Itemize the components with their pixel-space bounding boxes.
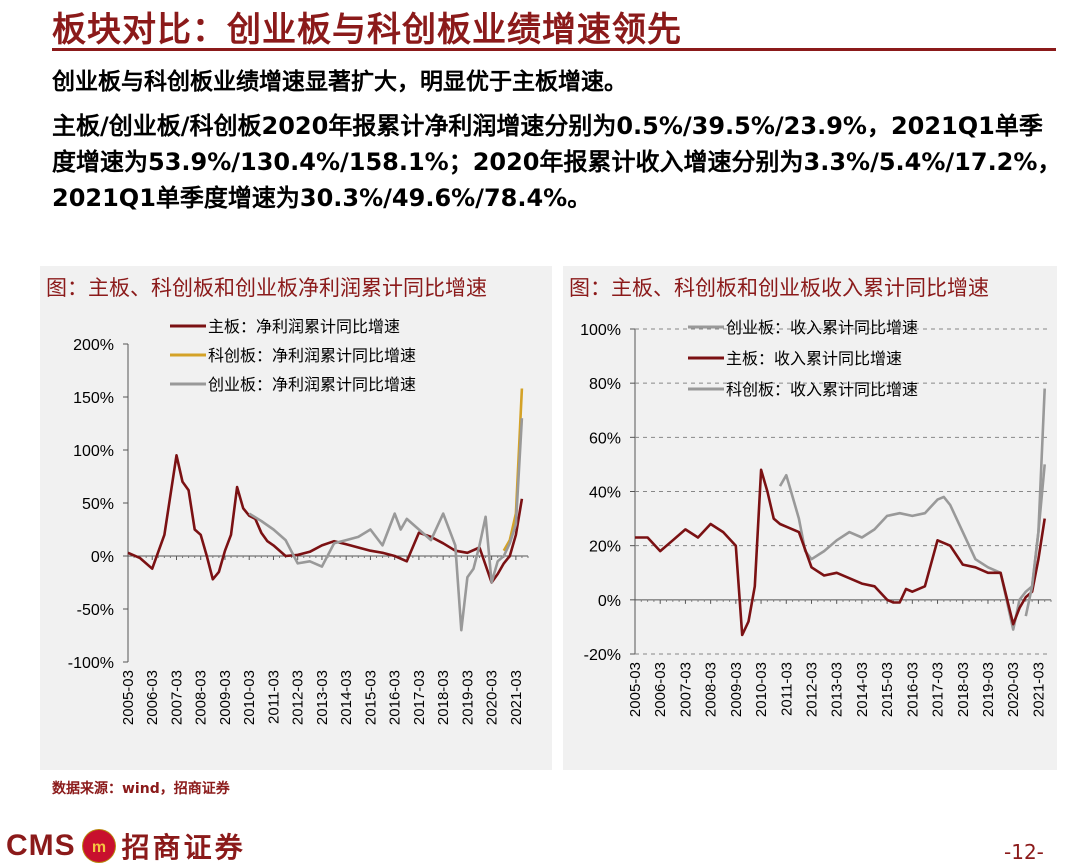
x-tick-label: 2006-03 [652,662,669,717]
svg-text:m: m [92,839,106,856]
x-tick-label: 2020-03 [1005,662,1022,717]
x-tick-label: 2017-03 [930,662,947,717]
x-tick-label: 2020-03 [484,670,501,725]
data-source: 数据来源：wind，招商证券 [52,781,230,797]
x-tick-label: 2006-03 [144,670,161,725]
x-tick-label: 2013-03 [314,670,331,725]
x-tick-label: 2019-03 [459,670,476,725]
brand-emblem-icon: m [81,829,116,863]
legend-label: 创业板：收入累计同比增速 [726,318,918,337]
revenue-chart-title: 图：主板、科创板和创业板收入累计同比增速 [569,276,989,300]
net-profit-chart: -100% -50% 0% 50% 100% 150% 200% 2005-03 2006-03… [68,317,529,725]
series-line-2 [248,418,524,632]
x-tick-label: 2007-03 [168,670,185,725]
legend-label: 主板：净利润累计同比增速 [208,317,400,336]
legend-label: 科创板：净利润累计同比增速 [208,346,416,365]
x-tick-label: 2021-03 [1030,662,1047,717]
y-tick-label: 0% [598,593,621,610]
y-tick-label: 0% [91,549,114,566]
revenue-chart: -20% 0% 20% 40% 60% 80% 100% 2005-03 2006-03 2007… [580,318,1052,717]
y-tick-label: 20% [589,539,621,556]
x-tick-label: 2017-03 [411,670,428,725]
revenue-chart-panel: 图：主板、科创板和创业板收入累计同比增速 -20% 0% 20% 40% 60% 80% 1… [563,266,1057,770]
x-tick-label: 2009-03 [217,670,234,725]
x-tick-label: 2007-03 [677,662,694,717]
y-tick-label: -20% [584,647,621,664]
title-divider [52,48,1056,51]
legend-label: 创业板：净利润累计同比增速 [208,375,416,394]
y-tick-label: 80% [589,376,621,393]
footer-logo: CMS m 招商证券 [6,826,246,866]
y-tick-label: 100% [580,322,621,339]
x-tick-label: 2014-03 [338,670,355,725]
legend-label: 科创板：收入累计同比增速 [726,380,918,399]
y-tick-label: 100% [73,443,114,460]
y-tick-label: -100% [68,655,114,672]
series-line-1 [635,468,1046,637]
x-tick-label: 2012-03 [290,670,307,725]
y-tick-label: 200% [73,337,114,354]
x-tick-label: 2013-03 [829,662,846,717]
x-tick-label: 2015-03 [362,670,379,725]
x-tick-label: 2005-03 [120,670,137,725]
page-title: 板块对比：创业板与科创板业绩增速领先 [52,10,682,50]
x-tick-label: 2008-03 [193,670,210,725]
x-tick-label: 2018-03 [435,670,452,725]
y-tick-label: 150% [73,390,114,407]
page-number: -12- [1004,840,1044,864]
y-tick-label: -50% [77,602,114,619]
x-tick-label: 2016-03 [387,670,404,725]
summary-line: 创业板与科创板业绩增速显著扩大，明显优于主板增速。 [52,69,627,95]
x-tick-label: 2019-03 [980,662,997,717]
net-profit-chart-title: 图：主板、科创板和创业板净利润累计同比增速 [46,276,487,300]
x-tick-label: 2015-03 [879,662,896,717]
y-tick-label: 60% [589,430,621,447]
x-tick-label: 2005-03 [627,662,644,717]
series-line-2 [1024,388,1046,617]
x-tick-label: 2018-03 [955,662,972,717]
x-tick-label: 2010-03 [753,662,770,717]
y-tick-label: 50% [82,496,114,513]
series-line-0 [778,464,1046,631]
brand-text: CMS [6,829,76,862]
summary-paragraph: 主板/创业板/科创板2020年报累计净利润增速分别为0.5%/39.5%/23.… [52,112,1062,212]
x-tick-label: 2008-03 [703,662,720,717]
x-tick-label: 2011-03 [265,670,282,724]
x-tick-label: 2010-03 [241,670,258,725]
x-tick-label: 2021-03 [508,670,525,725]
x-tick-label: 2009-03 [728,662,745,717]
x-tick-label: 2011-03 [778,662,795,716]
net-profit-chart-panel: 图：主板、科创板和创业板净利润累计同比增速 -100% -50% 0% 50% 100%… [40,266,552,770]
company-name: 招商证券 [121,831,246,864]
legend-label: 主板：收入累计同比增速 [726,349,902,368]
x-tick-label: 2016-03 [904,662,921,717]
x-tick-label: 2014-03 [854,662,871,717]
y-tick-label: 40% [589,485,621,502]
x-tick-label: 2012-03 [803,662,820,717]
series-line-0 [127,454,524,584]
